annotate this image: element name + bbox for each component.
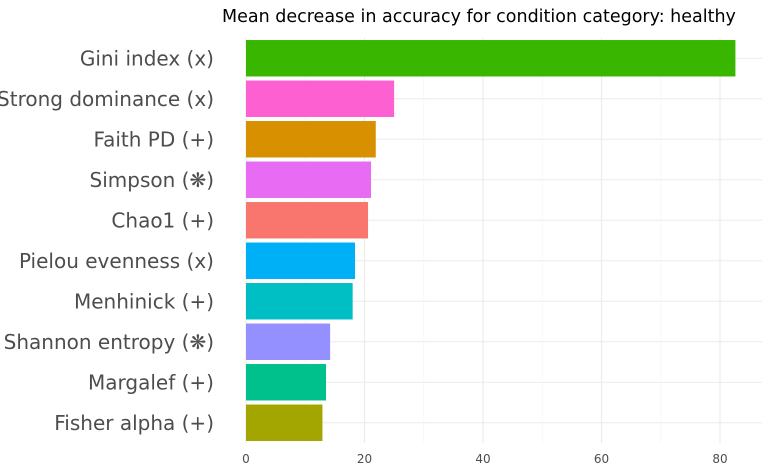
bar bbox=[246, 404, 323, 441]
bar bbox=[246, 202, 369, 239]
category-label: Margalef (+) bbox=[88, 370, 214, 394]
category-label: Chao1 (+) bbox=[111, 208, 214, 232]
chart-title: Mean decrease in accuracy for condition … bbox=[222, 7, 736, 27]
x-tick-label: 0 bbox=[242, 452, 250, 466]
category-label: Fisher alpha (+) bbox=[54, 411, 214, 435]
category-label: Gini index (x) bbox=[80, 46, 214, 70]
category-label: Strong dominance (x) bbox=[0, 87, 214, 111]
category-label: Menhinick (+) bbox=[74, 289, 214, 313]
category-label: Simpson (❋) bbox=[90, 168, 214, 192]
bar bbox=[246, 242, 356, 279]
bars bbox=[246, 40, 736, 441]
bar bbox=[246, 364, 326, 401]
bar bbox=[246, 323, 331, 360]
bar bbox=[246, 40, 736, 77]
category-labels: Gini index (x) Strong dominance (x) Faith … bbox=[0, 46, 214, 435]
x-tick-label: 40 bbox=[475, 452, 490, 466]
x-axis-tick-labels: 0 20 40 60 80 bbox=[242, 452, 727, 466]
x-tick-label: 80 bbox=[712, 452, 727, 466]
category-label: Pielou evenness (x) bbox=[19, 249, 214, 273]
bar bbox=[246, 121, 376, 158]
bar bbox=[246, 80, 395, 117]
category-label: Faith PD (+) bbox=[93, 127, 214, 151]
bar bbox=[246, 161, 372, 198]
x-tick-label: 20 bbox=[357, 452, 372, 466]
x-tick-label: 60 bbox=[594, 452, 609, 466]
bar bbox=[246, 283, 353, 320]
category-label: Shannon entropy (❋) bbox=[4, 330, 214, 354]
